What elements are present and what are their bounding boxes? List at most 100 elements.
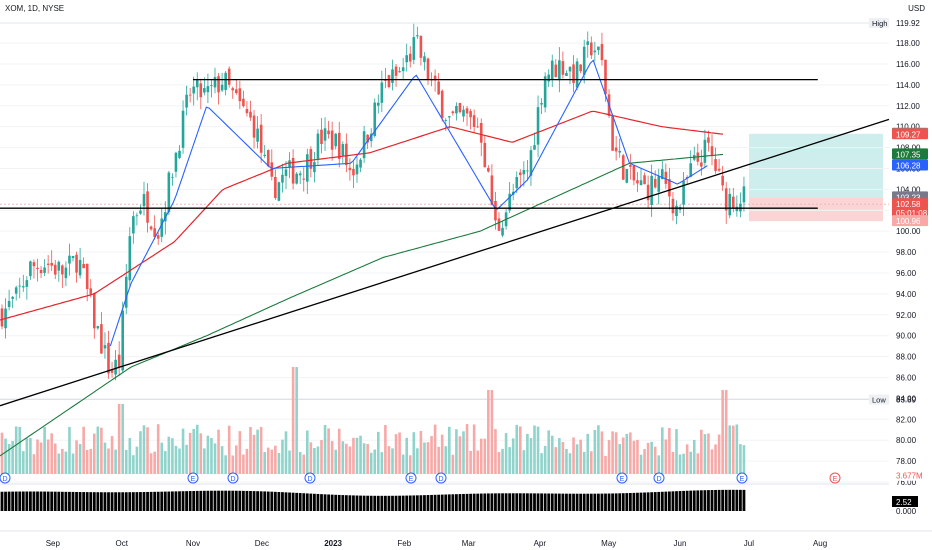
oscillator-bar <box>174 491 178 511</box>
candle <box>68 243 71 276</box>
dividend-marker[interactable]: D <box>227 472 239 484</box>
earnings-marker[interactable]: E <box>616 472 628 484</box>
oscillator-bar <box>447 494 451 511</box>
price-badge-label: 05:01:08 <box>896 209 928 218</box>
oscillator-bar <box>639 492 643 511</box>
candle <box>526 160 529 181</box>
volume-bar <box>568 453 572 474</box>
candle <box>178 145 181 160</box>
candle <box>717 158 721 172</box>
oscillator-bar <box>7 491 11 511</box>
volume-bar <box>639 454 643 474</box>
candle <box>465 106 469 127</box>
volume-bar <box>270 449 274 474</box>
oscillator-bar <box>4 491 7 511</box>
oscillator-bar <box>71 491 75 511</box>
time-tick-label: Apr <box>534 539 547 548</box>
candle <box>85 263 89 302</box>
oscillator-bar <box>355 495 359 511</box>
candle <box>440 89 444 122</box>
volume-bar <box>217 429 220 474</box>
candle <box>742 176 746 212</box>
dividend-marker[interactable]: D <box>0 472 11 484</box>
earnings-marker[interactable]: E <box>405 472 417 484</box>
candle <box>582 39 586 84</box>
candle <box>497 212 501 231</box>
oscillator-bar <box>391 495 394 511</box>
dividend-marker[interactable]: D <box>435 472 447 484</box>
volume-bar <box>685 444 689 474</box>
volume-bar <box>593 429 597 474</box>
time-tick-label: May <box>601 539 616 548</box>
candle <box>511 183 515 201</box>
oscillator-bar <box>458 494 462 511</box>
volume-bar <box>511 438 515 474</box>
oscillator-bar <box>369 495 373 511</box>
oscillator-bar <box>618 493 622 511</box>
candle <box>632 164 636 186</box>
volume-bar <box>0 432 4 474</box>
candle <box>522 161 526 187</box>
oscillator-bar <box>376 495 380 511</box>
candle <box>238 80 242 110</box>
dividend-marker[interactable]: D <box>653 472 665 484</box>
oscillator-bar <box>415 495 419 511</box>
volume-bar <box>295 367 298 474</box>
volume-bar <box>110 436 114 474</box>
candle <box>284 161 288 190</box>
ma-mid-line <box>0 110 724 321</box>
price-axis[interactable]: 118.00 116.00 114.00 112.00 110.00 108.00 106.… <box>869 18 928 516</box>
time-tick-label: Aug <box>813 539 827 548</box>
oscillator-bar <box>64 491 68 511</box>
oscillator-bar <box>714 489 717 511</box>
position-zones-layer <box>749 133 883 222</box>
svg-text:D: D <box>656 476 661 483</box>
oscillator-bar <box>359 495 362 511</box>
volume-bar <box>735 424 739 474</box>
candle <box>426 57 430 85</box>
low-tag: Low <box>872 396 886 405</box>
time-tick-label: Jun <box>674 539 687 548</box>
earnings-marker[interactable]: E <box>829 472 841 484</box>
volume-bar <box>298 451 302 474</box>
candle <box>533 132 536 150</box>
volume-bar <box>288 450 291 474</box>
oscillator-bar <box>373 495 377 511</box>
volume-bar <box>572 437 575 474</box>
time-axis[interactable]: Sep Oct Nov Dec 2023 Feb Mar Apr May Jun Jul Aug <box>0 530 932 548</box>
candle <box>171 173 174 186</box>
volume-bar <box>11 441 14 474</box>
oscillator-bar <box>543 493 547 511</box>
volume-bar <box>451 454 455 474</box>
candle <box>675 200 678 225</box>
oscillator-bar <box>302 493 306 511</box>
dividend-marker[interactable]: D <box>304 472 316 484</box>
price-tick-label: 84.00 <box>896 394 917 403</box>
volume-bar <box>700 429 703 474</box>
volume-bar <box>448 426 451 474</box>
oscillator-bar <box>291 492 295 511</box>
earnings-marker[interactable]: E <box>187 472 199 484</box>
volume-bar <box>259 426 263 474</box>
candle <box>494 191 497 230</box>
volume-bar <box>39 442 43 474</box>
volume-bar <box>742 445 746 474</box>
candle <box>156 231 160 245</box>
symbol-title: XOM, 1D, NYSE <box>5 4 65 13</box>
drawings-layer[interactable] <box>0 78 890 407</box>
volume-bar <box>355 437 359 474</box>
candle <box>565 70 568 77</box>
oscillator-bar <box>305 493 309 511</box>
volume-bar <box>387 446 391 474</box>
earnings-marker[interactable]: E <box>736 472 748 484</box>
oscillator-bar <box>387 495 391 511</box>
volume-bar <box>430 436 433 474</box>
ma-slow-line <box>0 153 724 457</box>
oscillator-bar <box>625 493 629 511</box>
oscillator-bar <box>494 493 497 511</box>
volume-bar <box>444 446 448 474</box>
oscillator-bar <box>604 493 607 511</box>
candle <box>224 71 227 96</box>
